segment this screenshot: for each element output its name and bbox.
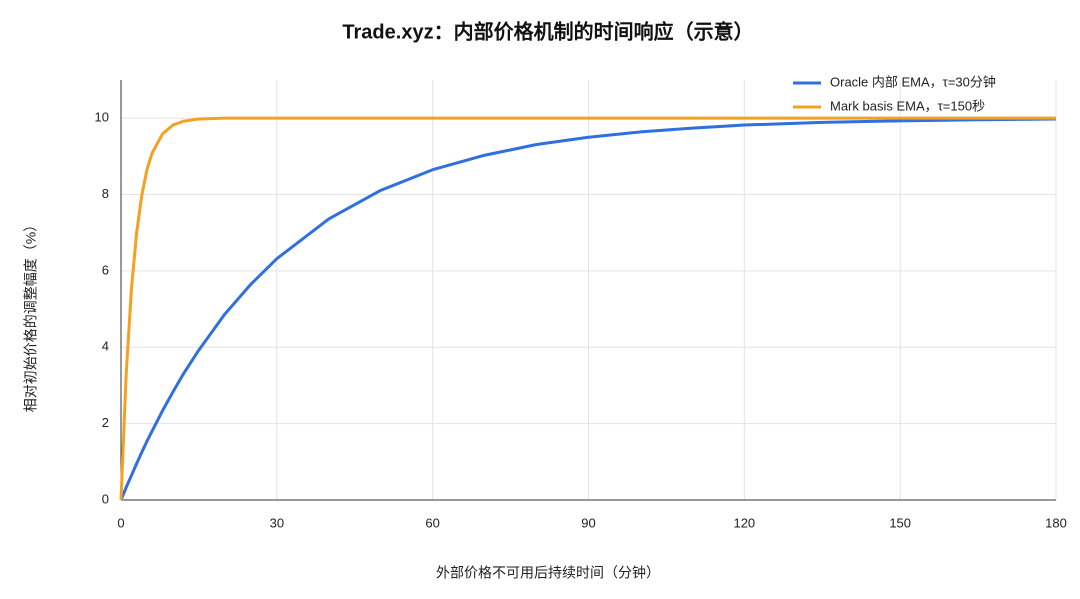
x-axis-title: 外部价格不可用后持续时间（分钟） <box>436 565 660 581</box>
y-tick-label: 6 <box>102 262 109 277</box>
x-tick-label: 150 <box>889 515 911 530</box>
legend-label: Mark basis EMA，τ=150秒 <box>830 98 985 113</box>
data-line <box>119 116 1056 501</box>
x-tick-label: 30 <box>270 515 284 530</box>
y-tick-label: 8 <box>102 186 109 201</box>
x-tick-label: 180 <box>1045 515 1067 530</box>
x-tick-label: 120 <box>733 515 755 530</box>
x-tick-label: 90 <box>581 515 595 530</box>
y-tick-label: 10 <box>95 110 109 125</box>
y-tick-label: 4 <box>102 339 109 354</box>
y-tick-label: 0 <box>102 491 109 506</box>
x-tick-label: 60 <box>425 515 439 530</box>
legend-label: Oracle 内部 EMA，τ=30分钟 <box>830 74 996 89</box>
y-axis-title: 相对初始价格的调整幅度（%） <box>23 218 39 412</box>
chart-title: Trade.xyz：内部价格机制的时间响应（示意） <box>342 19 753 43</box>
x-tick-label: 0 <box>117 515 124 530</box>
y-tick-label: 2 <box>102 415 109 430</box>
data-line <box>119 117 1057 501</box>
